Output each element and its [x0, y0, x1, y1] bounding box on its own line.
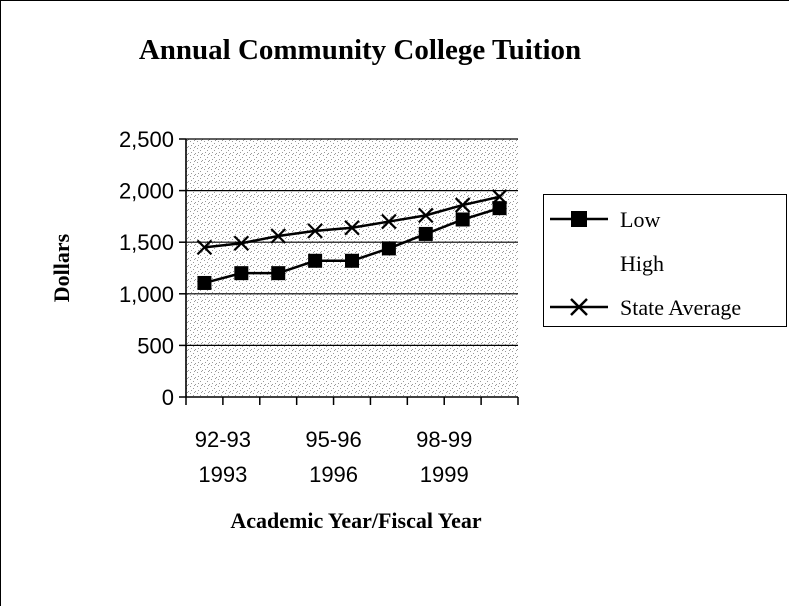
data-point-state-average [491, 189, 508, 205]
legend-label-low: Low [620, 207, 661, 232]
data-point-state-average [196, 239, 213, 256]
data-point-low [455, 212, 470, 227]
x-tick-label: 95-96 [305, 427, 361, 452]
data-point-state-average [270, 228, 287, 244]
x-axis-label: Academic Year/Fiscal Year [230, 508, 482, 533]
x-tick-label: 98-99 [416, 427, 472, 452]
data-point-state-average [454, 197, 471, 213]
data-point-state-average [344, 219, 360, 236]
data-point-low [308, 253, 323, 268]
data-point-low [271, 266, 286, 281]
y-tick-label: 1,000 [119, 282, 174, 307]
data-point-state-average [233, 235, 250, 252]
legend-item-low: Low [544, 204, 786, 234]
y-tick-label: 1,500 [119, 230, 174, 255]
x-tick-label: 1993 [198, 462, 247, 487]
legend-swatch-state-average [550, 298, 608, 316]
chart-title: Annual Community College Tuition [138, 34, 582, 66]
legend-swatch-low [550, 211, 608, 227]
legend-item-high: High [544, 248, 786, 278]
legend-label-high: High [620, 251, 664, 276]
data-point-low [345, 253, 359, 268]
data-point-state-average [381, 213, 397, 230]
x-tick-label: 1999 [420, 462, 469, 487]
y-tick-label: 2,000 [119, 179, 174, 204]
legend-item-state-average: State Average [544, 292, 786, 322]
data-point-low [492, 201, 507, 216]
x-tick-label: 1996 [309, 462, 358, 487]
data-point-state-average [307, 223, 323, 239]
legend: Low High State Average [543, 194, 787, 327]
y-tick-label: 0 [162, 385, 174, 410]
data-point-state-average [417, 207, 434, 224]
y-tick-label: 2,500 [119, 127, 174, 152]
y-tick-label: 500 [137, 333, 174, 358]
legend-label-state-average: State Average [620, 295, 742, 320]
data-point-low [418, 226, 433, 241]
x-tick-label: 92-93 [195, 427, 251, 452]
data-point-low [381, 241, 396, 256]
data-point-low [197, 275, 212, 290]
data-point-low [234, 266, 249, 281]
